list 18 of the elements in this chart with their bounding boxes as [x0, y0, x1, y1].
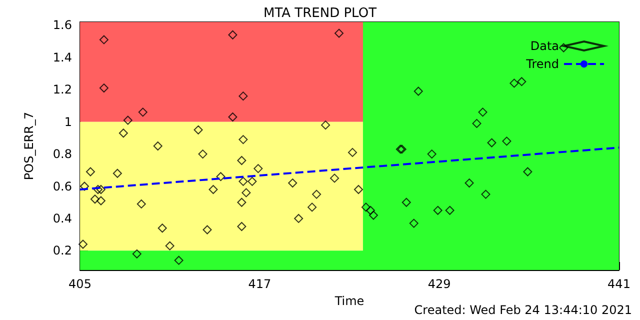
y-tick-label: 1.2: [52, 82, 72, 97]
chart-title: MTA TREND PLOT: [263, 6, 377, 21]
x-tick-label: 417: [248, 277, 272, 291]
y-tick-label: 0.2: [52, 244, 72, 258]
x-tick-label: 429: [428, 277, 451, 291]
y-tick-label: 1.4: [52, 50, 72, 64]
x-tick-label: 405: [68, 277, 92, 291]
y-tick-label: 1: [64, 114, 72, 129]
legend-label: Data: [530, 39, 559, 53]
y-tick-label: 0.4: [52, 211, 72, 226]
legend-label: Trend: [525, 57, 559, 71]
x-axis-title: Time: [334, 294, 364, 308]
text: Created: Wed Feb 24 13:44:10 2021: [414, 303, 632, 317]
y-tick-label: 0.8: [52, 147, 72, 162]
x-tick-label: 441: [608, 277, 630, 291]
y-axis-title: POS_ERR_7: [22, 112, 36, 180]
y-tick-label: 0.6: [52, 179, 72, 194]
y-tick-label: 1.6: [52, 18, 72, 32]
